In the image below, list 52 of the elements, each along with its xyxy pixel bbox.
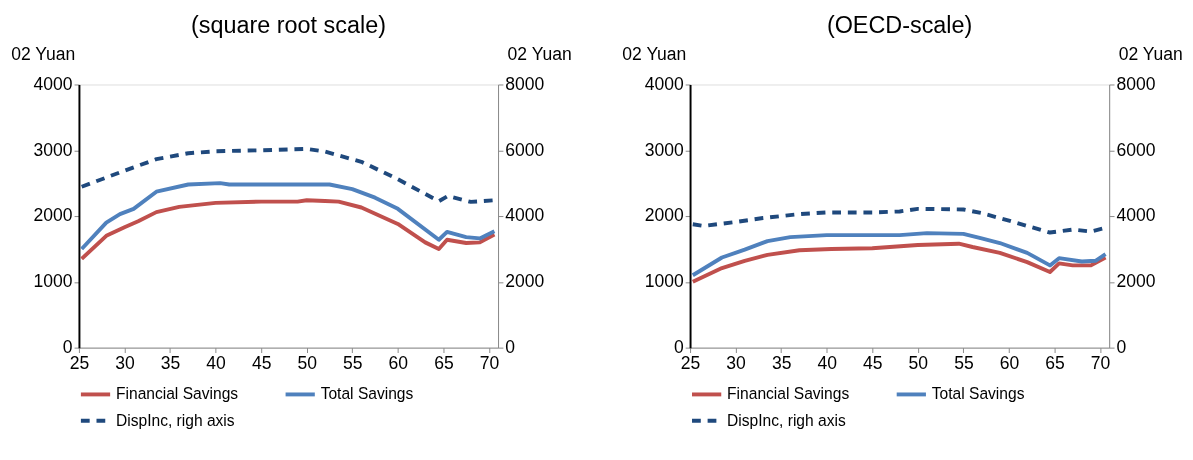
y2-tick-label: 6000 [1116,139,1156,160]
y-tick-label: 2000 [644,205,684,226]
y-tick-label: 4000 [33,73,73,94]
y2-tick-label: 2000 [1116,271,1156,292]
x-tick-label: 30 [726,352,747,373]
x-tick-label: 30 [115,352,135,373]
y-tick-label: 1000 [33,271,73,292]
chart-title: (OECD-scale) [826,11,973,38]
x-tick-label: 70 [479,352,500,373]
y-tick-label: 3000 [33,139,73,160]
y2-tick-label: 2000 [505,271,545,292]
line-series [79,181,497,251]
legend-label: DispInc, righ axis [727,411,846,429]
x-tick-label: 40 [817,352,838,373]
x-tick-label: 45 [251,352,272,373]
y2-tick-label: 0 [505,337,516,357]
y-tick-label: 3000 [644,139,684,160]
x-tick-label: 60 [999,352,1020,373]
legend-label: Total Savings [931,385,1025,403]
line-series [79,198,497,261]
y-tick-label: 4000 [644,73,684,94]
y2-tick-label: 8000 [505,73,545,94]
y-axis-title: 02 Yuan [622,43,687,64]
legend-label: Financial Savings [727,385,850,403]
line-series [690,231,1108,278]
x-tick-label: 55 [343,352,363,373]
x-tick-label: 35 [160,352,181,373]
x-tick-label: 65 [434,352,454,373]
y-axis-title: 02 Yuan [11,43,76,64]
legend-label: DispInc, righ axis [115,411,235,429]
legend-label: Financial Savings [115,385,239,403]
y2-tick-label: 4000 [1116,205,1156,226]
x-tick-label: 35 [771,352,792,373]
x-tick-label: 55 [954,352,974,373]
chart-title: (square root scale) [191,11,386,38]
x-tick-label: 60 [388,352,409,373]
y2-tick-label: 4000 [505,205,545,226]
legend-label: Total Savings [320,385,414,403]
y2-tick-label: 8000 [1116,73,1156,94]
line-series [690,241,1108,284]
x-tick-label: 40 [206,352,227,373]
y2-tick-label: 0 [1116,337,1127,357]
x-tick-label: 50 [908,352,929,373]
y2-axis-title: 02 Yuan [507,43,572,64]
y2-tick-label: 6000 [505,139,545,160]
y-tick-label: 1000 [644,271,684,292]
x-tick-label: 70 [1090,352,1111,373]
x-tick-label: 65 [1045,352,1065,373]
x-tick-label: 45 [863,352,883,373]
y2-axis-title: 02 Yuan [1118,43,1183,64]
x-tick-label: 50 [297,352,318,373]
y-tick-label: 2000 [33,205,73,226]
